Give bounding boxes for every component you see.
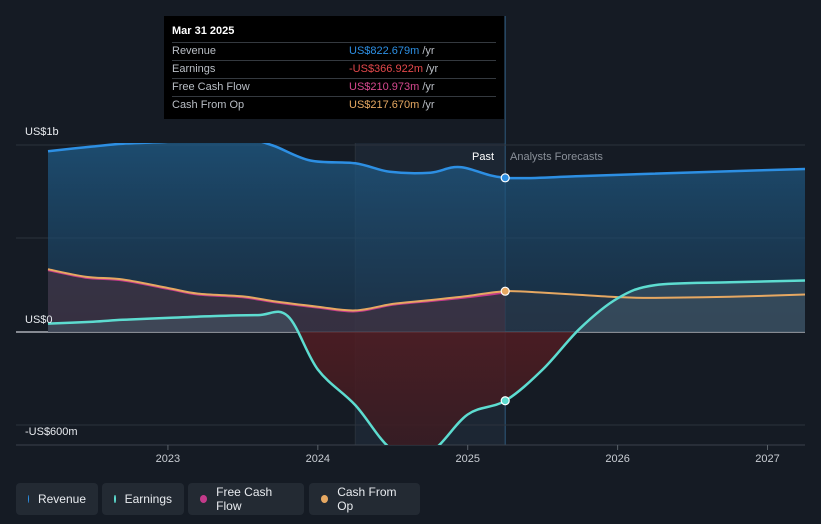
tooltip-unit: /yr	[422, 45, 435, 57]
legend-label: Earnings	[124, 492, 172, 506]
tooltip-unit: /yr	[422, 99, 435, 111]
tooltip-row-cash-from-op: Cash From Op US$217.670m /yr	[172, 96, 496, 114]
tooltip-date: Mar 31 2025	[172, 25, 235, 37]
earnings-dot-icon	[114, 495, 116, 503]
data-tooltip: Mar 31 2025 Revenue US$822.679m /yr Earn…	[164, 16, 504, 119]
revenue-marker	[500, 173, 510, 183]
x-tick-label: 2024	[306, 453, 330, 465]
x-axis-ticks: 2023 2024 2025 2026 2027	[156, 445, 780, 465]
past-label: Past	[472, 151, 494, 163]
tooltip-label: Free Cash Flow	[172, 81, 250, 93]
x-tick-label: 2026	[605, 453, 629, 465]
legend-item-cash-from-op[interactable]: Cash From Op	[309, 483, 420, 515]
x-tick-label: 2025	[455, 453, 479, 465]
earnings-marker	[500, 396, 510, 406]
legend-item-free-cash-flow[interactable]: Free Cash Flow	[188, 483, 304, 515]
legend-item-earnings[interactable]: Earnings	[102, 483, 184, 515]
legend-label: Cash From Op	[337, 485, 397, 513]
y-axis-top-label: US$1b	[25, 126, 59, 138]
revenue-line	[47, 143, 805, 180]
cash-from-op-marker	[500, 286, 510, 296]
hover-markers	[500, 173, 510, 406]
legend-item-revenue[interactable]: Revenue	[16, 483, 98, 515]
forecast-label: Analysts Forecasts	[510, 151, 603, 163]
tooltip-row-free-cash-flow: Free Cash Flow US$210.973m /yr	[172, 78, 496, 96]
tooltip-value: US$210.973m	[349, 81, 420, 93]
tooltip-value: -US$366.922m	[349, 63, 423, 75]
earnings-line	[47, 279, 805, 445]
tooltip-row-earnings: Earnings -US$366.922m /yr	[172, 60, 496, 78]
series-areas	[48, 143, 805, 445]
tooltip-label: Earnings	[172, 63, 216, 75]
revenue-dot-icon	[28, 495, 29, 503]
tooltip-unit: /yr	[422, 81, 435, 93]
y-axis-bottom-label: -US$600m	[25, 426, 78, 438]
legend-label: Free Cash Flow	[216, 485, 273, 513]
x-tick-label: 2027	[755, 453, 779, 465]
free-cash-flow-area	[48, 270, 506, 332]
tooltip-unit: /yr	[426, 63, 439, 75]
cash-from-op-dot-icon	[321, 495, 329, 503]
earnings-positive-area	[48, 280, 805, 332]
tooltip-label: Cash From Op	[172, 99, 245, 111]
earnings-negative-area	[48, 332, 805, 445]
tooltip-value: US$217.670m	[349, 99, 420, 111]
x-tick-label: 2023	[156, 453, 180, 465]
y-axis-zero-label: US$0	[25, 314, 53, 326]
revenue-area	[48, 143, 805, 332]
series-lines	[47, 143, 805, 445]
tooltip-row-revenue: Revenue US$822.679m /yr	[172, 42, 496, 60]
tooltip-label: Revenue	[172, 45, 217, 57]
legend-label: Revenue	[37, 492, 86, 506]
free-cash-flow-dot-icon	[200, 495, 208, 503]
tooltip-value: US$822.679m	[349, 45, 420, 57]
